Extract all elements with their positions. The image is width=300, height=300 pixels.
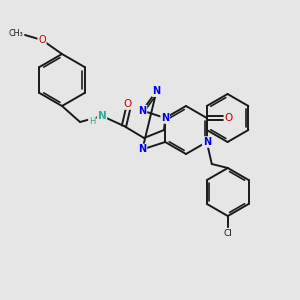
Text: H: H bbox=[89, 116, 95, 125]
Text: N: N bbox=[203, 137, 211, 147]
Text: N: N bbox=[138, 106, 146, 116]
Text: O: O bbox=[38, 35, 46, 45]
Text: CH₃: CH₃ bbox=[8, 29, 23, 38]
Text: N: N bbox=[161, 113, 169, 123]
Text: O: O bbox=[225, 113, 233, 123]
Text: N: N bbox=[152, 86, 160, 96]
Text: N: N bbox=[98, 111, 106, 121]
Text: O: O bbox=[124, 99, 132, 109]
Text: N: N bbox=[138, 144, 146, 154]
Text: Cl: Cl bbox=[223, 229, 232, 238]
